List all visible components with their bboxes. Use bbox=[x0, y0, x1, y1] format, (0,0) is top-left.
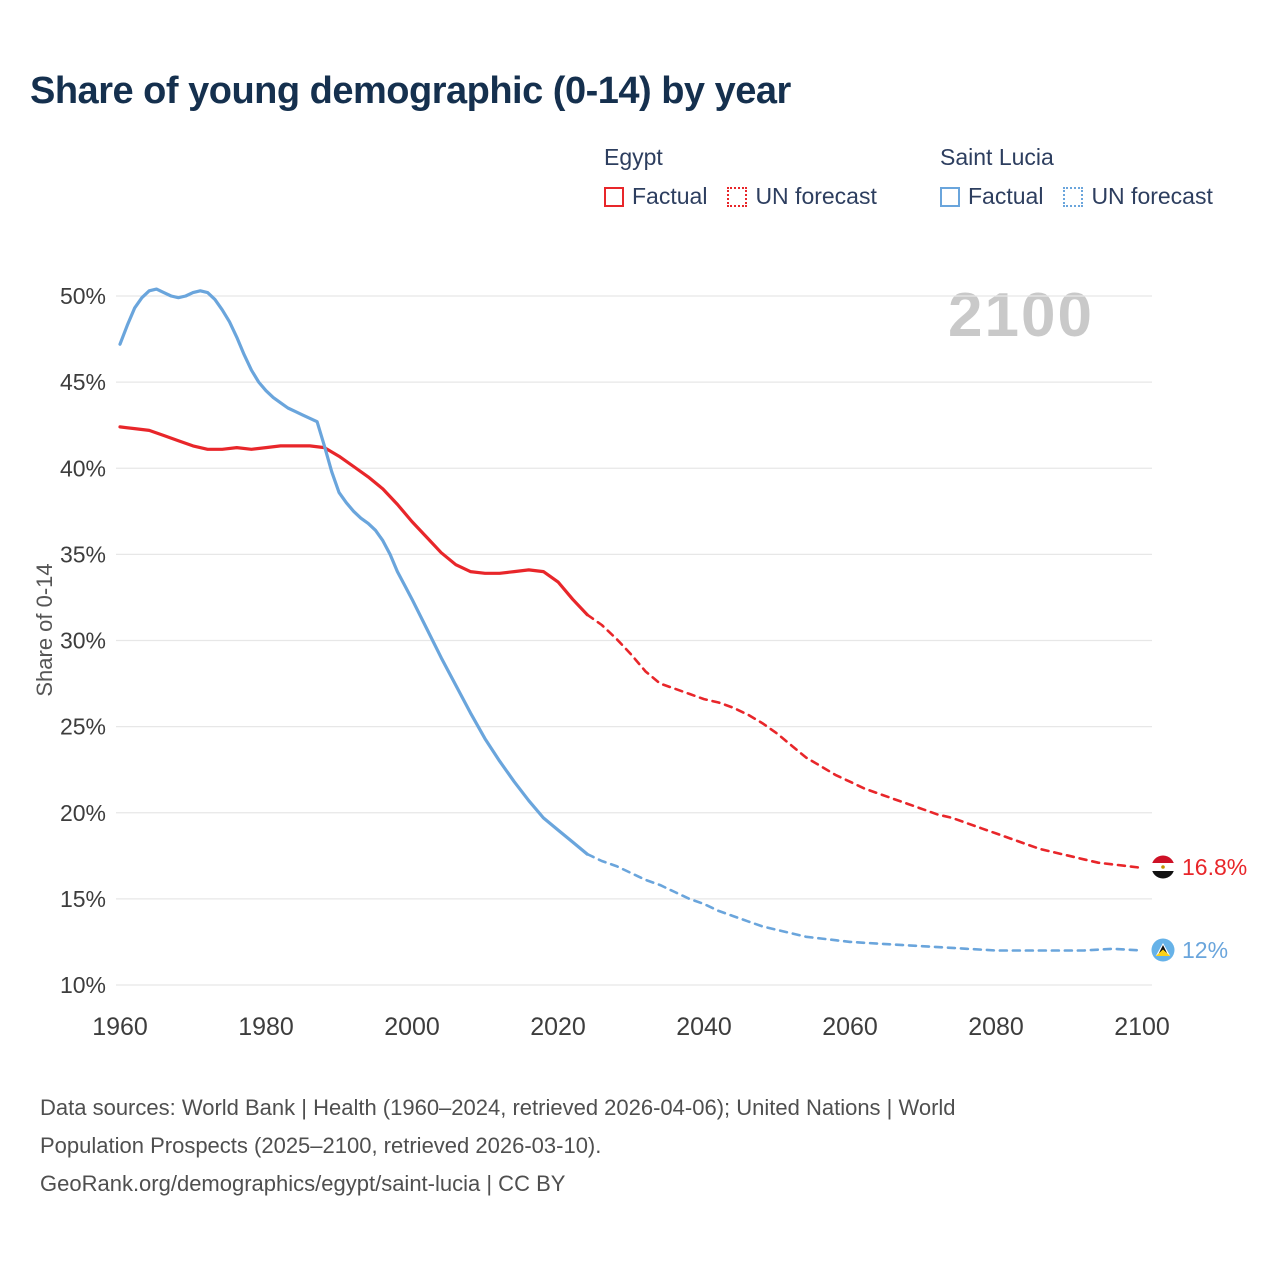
saint-lucia-flag-icon bbox=[1151, 938, 1175, 962]
y-tick-label: 50% bbox=[60, 283, 106, 309]
line-chart: 10% 15% 20% 25% 30% 35% 40% 45% 50% 1960 1980 2000 2… bbox=[32, 283, 1170, 1041]
chart-area: 10% 15% 20% 25% 30% 35% 40% 45% 50% 1960 1980 2000 2… bbox=[0, 250, 1280, 1050]
legend-group-saint-lucia: Saint Lucia Factual UN forecast bbox=[940, 144, 1213, 210]
series-line-egypt-forecast bbox=[585, 613, 1144, 870]
legend-item-label: Factual bbox=[632, 183, 708, 209]
x-tick-label: 1960 bbox=[92, 1013, 148, 1041]
series-line-saint-lucia-forecast bbox=[585, 852, 1144, 952]
x-tick-label: 2040 bbox=[676, 1013, 732, 1041]
legend-row: Factual UN forecast bbox=[940, 183, 1213, 210]
footer-line-1: Data sources: World Bank | Health (1960–… bbox=[40, 1095, 956, 1120]
y-tick-label: 15% bbox=[60, 886, 106, 912]
legend-item-label: UN forecast bbox=[1091, 183, 1213, 209]
legend-item-saint-lucia-forecast[interactable]: UN forecast bbox=[1063, 183, 1213, 210]
y-tick-label: 10% bbox=[60, 972, 106, 998]
legend-swatch-dashed bbox=[727, 186, 748, 207]
series-line-egypt-factual bbox=[118, 425, 589, 617]
footer-line-2: Population Prospects (2025–2100, retriev… bbox=[40, 1133, 602, 1158]
x-tick-label: 2020 bbox=[530, 1013, 586, 1041]
x-tick-label: 2080 bbox=[968, 1013, 1024, 1041]
x-tick-label: 1980 bbox=[238, 1013, 294, 1041]
legend-item-saint-lucia-factual[interactable]: Factual bbox=[940, 183, 1043, 210]
legend-group-name: Saint Lucia bbox=[940, 144, 1054, 170]
footer-line-3: GeoRank.org/demographics/egypt/saint-luc… bbox=[40, 1171, 566, 1196]
series-layer bbox=[118, 287, 1144, 952]
y-tick-label: 25% bbox=[60, 714, 106, 740]
legend-row: Factual UN forecast bbox=[604, 183, 877, 210]
y-tick-label: 45% bbox=[60, 369, 106, 395]
legend-item-egypt-factual[interactable]: Factual bbox=[604, 183, 707, 210]
y-tick-label: 40% bbox=[60, 455, 106, 481]
legend-group-egypt: Egypt Factual UN forecast bbox=[604, 144, 877, 210]
end-label-egypt: 16.8% bbox=[1151, 853, 1247, 881]
legend-swatch-solid bbox=[604, 186, 624, 207]
end-value-saint-lucia: 12% bbox=[1182, 936, 1229, 963]
data-sources-footer: Data sources: World Bank | Health (1960–… bbox=[40, 1089, 1200, 1203]
watermark-year: 2100 bbox=[948, 281, 1094, 350]
legend-item-label: Factual bbox=[968, 183, 1044, 209]
end-value-egypt: 16.8% bbox=[1182, 853, 1248, 880]
legend-item-label: UN forecast bbox=[755, 183, 877, 209]
x-tick-label: 2100 bbox=[1114, 1013, 1170, 1041]
axis-labels-layer: 10% 15% 20% 25% 30% 35% 40% 45% 50% 1960 1980 2000 2… bbox=[60, 283, 1170, 1041]
x-tick-label: 2060 bbox=[822, 1013, 878, 1041]
legend-group-name: Egypt bbox=[604, 144, 663, 170]
end-label-saint-lucia: 12% bbox=[1151, 936, 1228, 964]
y-axis-title: Share of 0-14 bbox=[32, 563, 57, 696]
gridlines-layer bbox=[116, 295, 1152, 986]
page-title: Share of young demographic (0-14) by yea… bbox=[30, 70, 791, 112]
legend-swatch-dashed bbox=[1063, 186, 1084, 207]
y-tick-label: 35% bbox=[60, 541, 106, 567]
series-line-saint-lucia-factual bbox=[118, 287, 589, 856]
legend-swatch-solid bbox=[940, 186, 960, 207]
x-tick-label: 2000 bbox=[384, 1013, 440, 1041]
y-tick-label: 30% bbox=[60, 628, 106, 654]
y-tick-label: 20% bbox=[60, 800, 106, 826]
egypt-flag-icon bbox=[1151, 855, 1175, 879]
legend-item-egypt-forecast[interactable]: UN forecast bbox=[727, 183, 877, 210]
